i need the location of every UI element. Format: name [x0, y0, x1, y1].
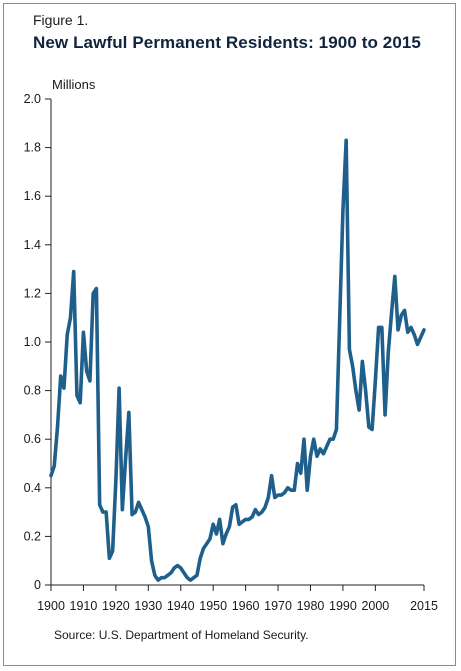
x-tick-label: 1910: [70, 599, 98, 613]
x-tick-label: 1940: [167, 599, 195, 613]
x-axis: 1900 1910 1920 1930 1940 1950 1960 1970 1980 1990…: [37, 584, 438, 613]
figure-frame: [3, 3, 456, 666]
source-note: Source: U.S. Department of Homeland Secu…: [54, 628, 309, 642]
x-tick-label: 1900: [37, 599, 65, 613]
chart-title: New Lawful Permanent Residents: 1900 to …: [33, 33, 421, 52]
y-tick-label: 1.4: [24, 238, 41, 252]
y-tick-label: 0.4: [24, 481, 41, 495]
y-tick-label: 0.6: [24, 432, 41, 446]
y-unit-label: Millions: [52, 77, 96, 92]
series-group: [49, 138, 426, 582]
y-tick-label: 1.2: [24, 286, 41, 300]
y-tick-label: 0.2: [24, 529, 41, 543]
x-tick-label: 1990: [329, 599, 357, 613]
x-tick-label: 1930: [134, 599, 162, 613]
y-tick-label: 1.6: [24, 189, 41, 203]
y-axis: 0 0.2 0.4 0.6 0.8 1.0 1.2 1.4 1.6 1.8 2.0: [24, 92, 52, 592]
y-tick-label: 1.8: [24, 141, 41, 155]
y-tick-label: 0.8: [24, 384, 41, 398]
figure-label: Figure 1.: [33, 12, 89, 28]
y-tick-label: 0: [34, 578, 41, 592]
x-tick-label: 2000: [361, 599, 389, 613]
x-tick-label: 1920: [102, 599, 130, 613]
y-tick-label: 1.0: [24, 335, 41, 349]
y-tick-label: 2.0: [24, 92, 41, 106]
x-tick-label: 1970: [264, 599, 292, 613]
x-tick-label: 1980: [297, 599, 325, 613]
series-line: [49, 138, 426, 582]
x-tick-label: 1960: [232, 599, 260, 613]
x-tick-label: 1950: [199, 599, 227, 613]
x-tick-label: 2015: [410, 599, 438, 613]
